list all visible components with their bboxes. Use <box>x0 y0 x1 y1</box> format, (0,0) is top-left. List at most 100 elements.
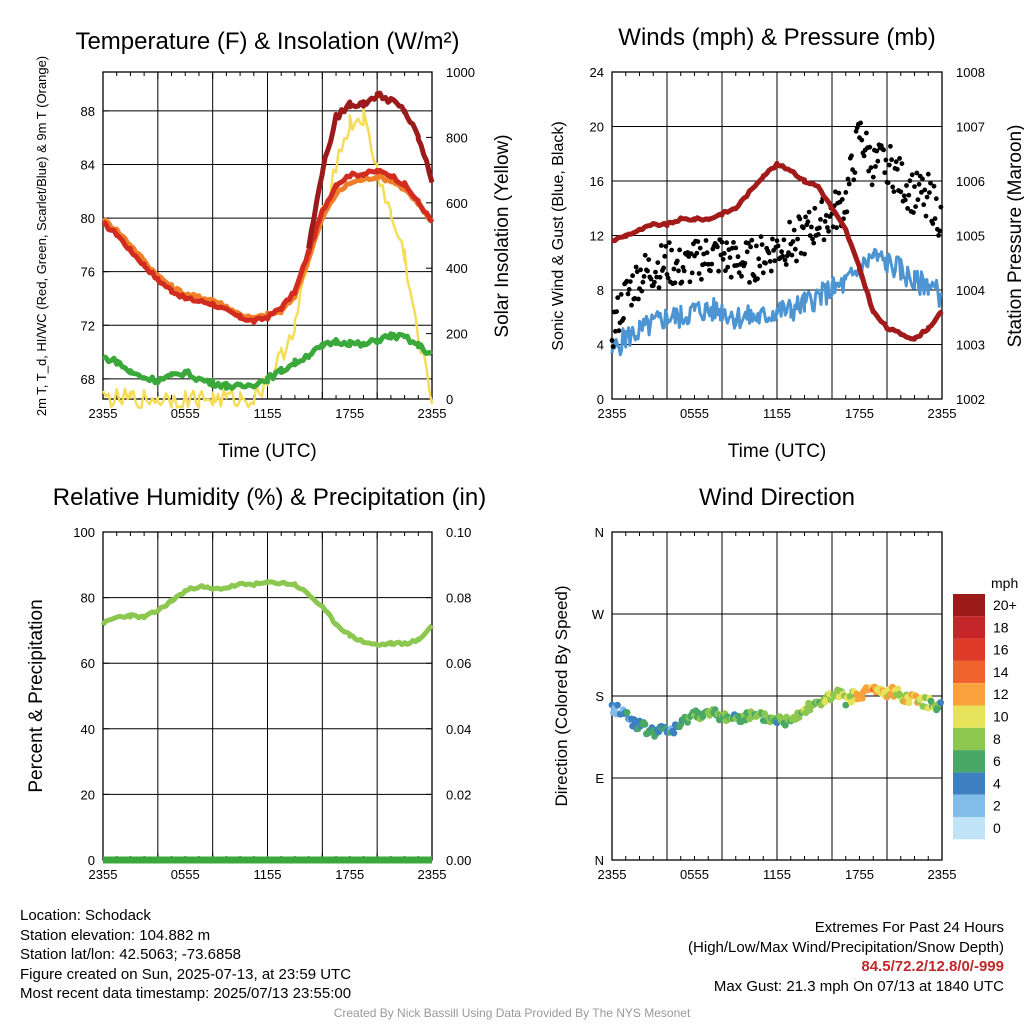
gust-point <box>646 257 651 262</box>
gust-point <box>910 172 915 177</box>
gust-point <box>812 206 817 211</box>
gust-point <box>939 205 944 210</box>
gust-point <box>870 182 875 187</box>
y-axis-label: Direction (Colored By Speed) <box>552 585 571 806</box>
gust-point <box>818 217 823 222</box>
gust-point <box>912 184 917 189</box>
gust-point <box>887 163 892 168</box>
y2-tick-label: 1002 <box>956 392 985 407</box>
legend-swatch <box>953 639 985 661</box>
legend-title: mph <box>991 575 1018 591</box>
x-tick-label: 1755 <box>335 867 364 882</box>
y2-tick-label: 800 <box>446 130 468 145</box>
x-tick-label: 1155 <box>254 406 282 421</box>
gust-point <box>858 121 863 126</box>
y-tick-label: N <box>595 853 604 868</box>
most-recent-timestamp: Most recent data timestamp: 2025/07/13 2… <box>20 984 351 1004</box>
extremes-values: 84.5/72.2/12.8/0/-999 <box>688 957 1004 977</box>
gust-point <box>745 249 750 254</box>
x-tick-label: 0555 <box>171 406 200 421</box>
gust-point <box>810 237 815 242</box>
gust-point <box>760 242 765 247</box>
gust-point <box>859 138 864 143</box>
panel-temperature: 68 72 76 80 84 88 0 200 400 600 800 1000 2355 0555 115… <box>34 28 513 462</box>
gust-point <box>721 257 726 262</box>
gust-point <box>779 249 784 254</box>
gust-point <box>803 215 808 220</box>
gust-point <box>675 259 680 264</box>
y-tick-label: 84 <box>81 157 95 172</box>
gust-point <box>720 240 725 245</box>
gust-point <box>845 209 850 214</box>
gust-point <box>871 175 876 180</box>
gust-point <box>889 157 894 162</box>
direction-point <box>614 702 621 709</box>
gust-point <box>694 251 699 256</box>
x-tick-label: 0555 <box>680 867 709 882</box>
legend-label: 12 <box>993 686 1009 702</box>
gust-point <box>798 217 803 222</box>
y-tick-label: 72 <box>81 318 95 333</box>
gust-point <box>864 131 869 136</box>
gust-point <box>611 344 616 349</box>
speed-legend: mph20+181614121086420 <box>953 575 1018 839</box>
y-tick-label: 8 <box>597 283 604 298</box>
gust-point <box>932 184 937 189</box>
gust-point <box>680 280 685 285</box>
legend-label: 18 <box>993 619 1009 635</box>
gust-point <box>729 275 734 280</box>
y2-tick-label: 1004 <box>956 283 985 298</box>
legend-label: 8 <box>993 731 1001 747</box>
legend-label: 4 <box>993 775 1001 791</box>
x-tick-label: 2355 <box>928 406 957 421</box>
legend-swatch <box>953 795 985 817</box>
gust-point <box>627 287 632 292</box>
legend-swatch <box>953 750 985 772</box>
gust-point <box>704 238 709 243</box>
gust-point <box>869 165 874 170</box>
gust-point <box>851 177 856 182</box>
gust-point <box>911 210 916 215</box>
gust-point <box>934 196 939 201</box>
legend-label: 2 <box>993 798 1001 814</box>
gust-point <box>843 190 848 195</box>
gust-point <box>853 170 858 175</box>
y-tick-label: W <box>592 607 605 622</box>
gust-point <box>794 259 799 264</box>
gust-point <box>705 250 710 255</box>
gust-point <box>873 164 878 169</box>
gust-point <box>787 220 792 225</box>
y-tick-label: 12 <box>590 229 604 244</box>
x-tick-label: 2355 <box>928 867 957 882</box>
gust-point <box>698 246 703 251</box>
legend-swatch <box>953 772 985 794</box>
y2-tick-label: 0.04 <box>446 722 471 737</box>
chart-title: Wind Direction <box>699 484 855 511</box>
panel-humidity: 0204060801000.000.020.040.060.080.102355… <box>26 484 486 882</box>
gust-point <box>759 234 764 239</box>
gust-point <box>696 239 701 244</box>
station-location: Location: Schodack <box>20 906 351 926</box>
legend-label: 10 <box>993 709 1009 725</box>
gust-point <box>634 265 639 270</box>
gust-point <box>636 297 641 302</box>
x-tick-label: 1755 <box>845 406 874 421</box>
legend-label: 0 <box>993 820 1001 836</box>
x-tick-label: 2355 <box>598 406 627 421</box>
gust-point <box>739 274 744 279</box>
y-tick-label: 76 <box>81 265 95 280</box>
gust-point <box>792 228 797 233</box>
gust-point <box>846 177 851 182</box>
gust-point <box>849 153 854 158</box>
gust-point <box>722 251 727 256</box>
gust-point <box>754 244 759 249</box>
gust-point <box>728 255 733 260</box>
gust-point <box>922 188 927 193</box>
gust-point <box>783 258 788 263</box>
gust-point <box>682 269 687 274</box>
gust-point <box>784 262 789 267</box>
gust-point <box>927 190 932 195</box>
gust-point <box>761 270 766 275</box>
gust-point <box>882 170 887 175</box>
